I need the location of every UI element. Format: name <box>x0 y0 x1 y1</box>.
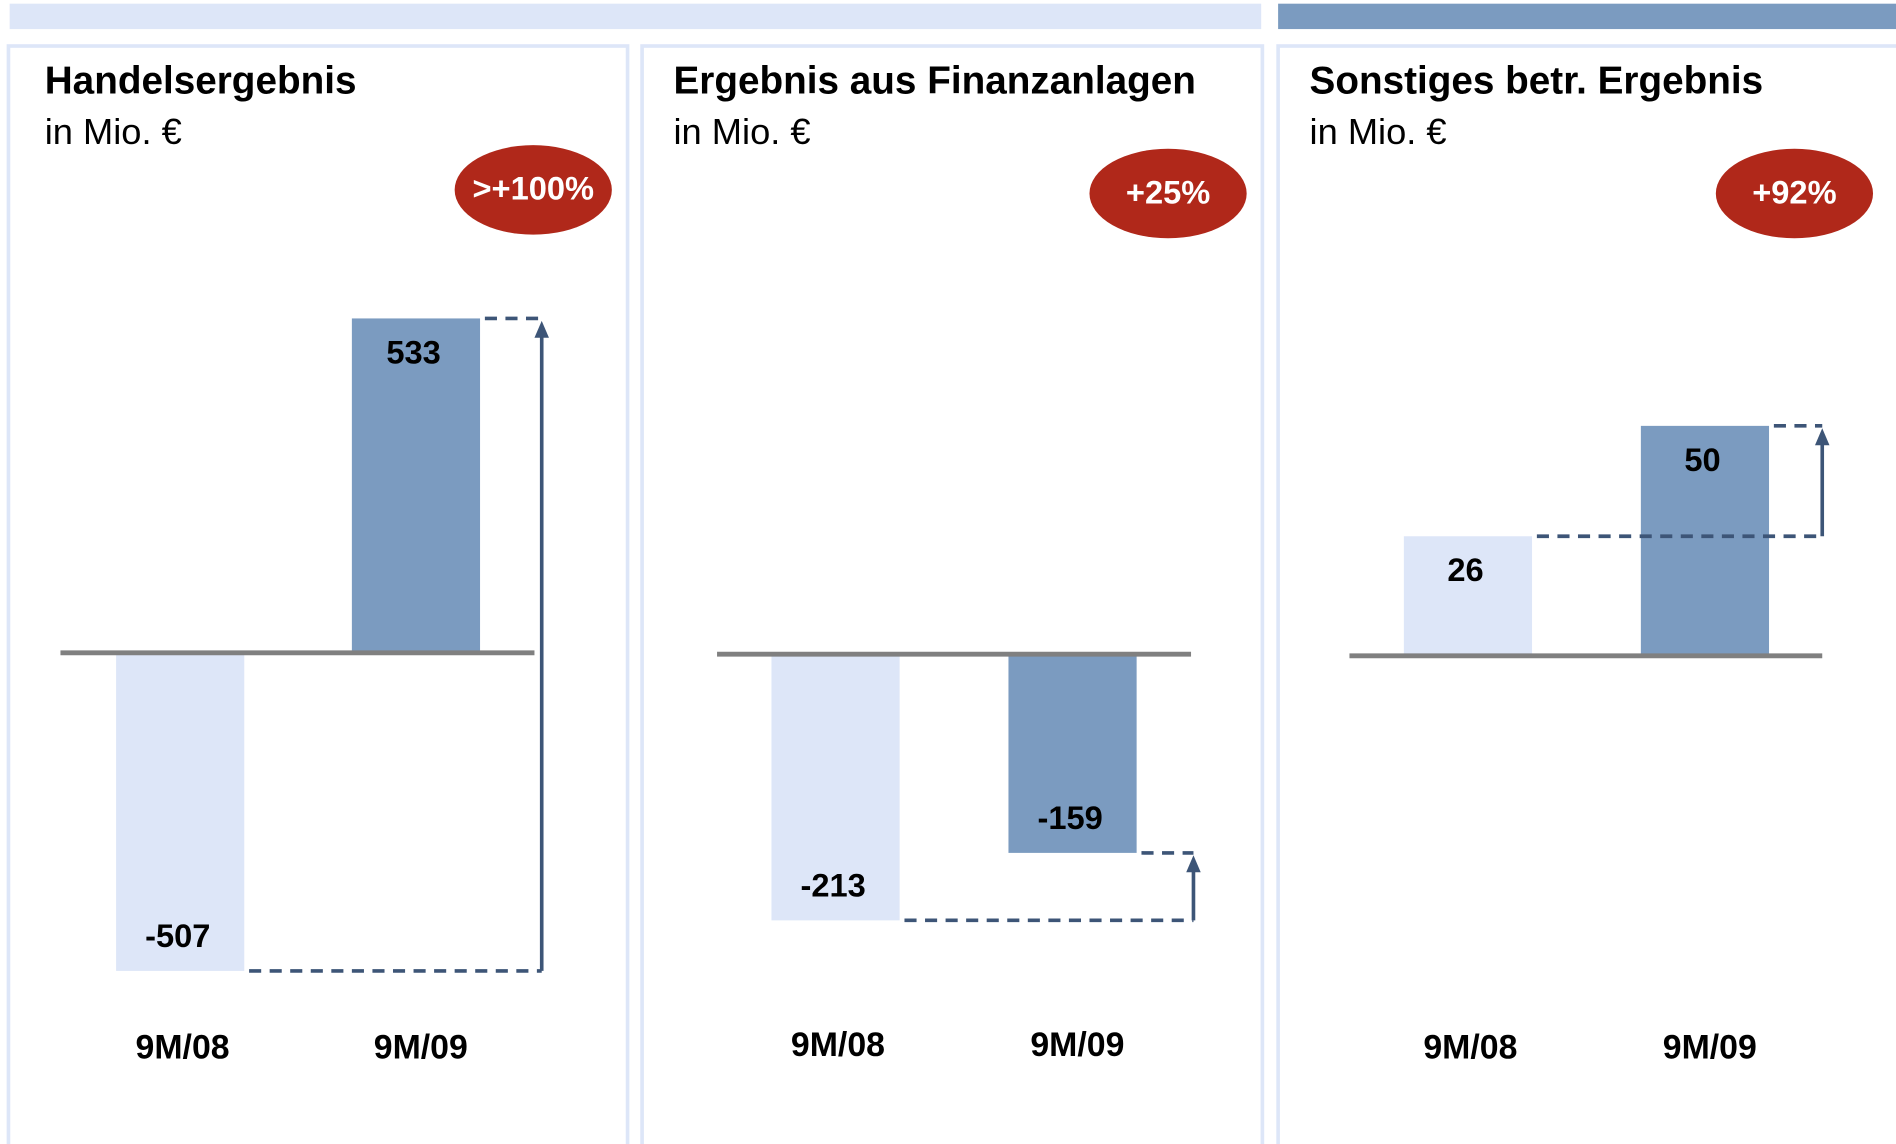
bar <box>771 654 900 921</box>
badge-label: +25% <box>1126 173 1210 210</box>
badge <box>1089 148 1247 239</box>
bar <box>351 318 481 653</box>
header-strip <box>9 3 1262 30</box>
panel-border <box>640 44 1265 1144</box>
bar <box>1640 425 1770 656</box>
value-label: -507 <box>145 917 210 954</box>
arrow-head <box>1186 855 1201 873</box>
badge-label: +92% <box>1752 173 1836 210</box>
value-label: -213 <box>800 866 865 903</box>
value-label: 533 <box>386 333 440 370</box>
value-label: -159 <box>1037 799 1102 836</box>
panel-border <box>1276 44 1896 1144</box>
panel-border <box>6 44 630 1144</box>
arrow-head <box>534 320 549 338</box>
badge <box>454 145 612 235</box>
arrow-head <box>1814 428 1830 446</box>
chart-title: Sonstiges betr. Ergebnis <box>1310 60 1764 103</box>
bar <box>1403 536 1533 656</box>
badge-label: >+100% <box>472 170 594 207</box>
x-tick-label: 9M/09 <box>1663 1029 1757 1067</box>
chart-subtitle: in Mio. € <box>1310 111 1447 152</box>
x-tick-label: 9M/09 <box>1030 1026 1124 1064</box>
value-label: 50 <box>1684 441 1720 478</box>
chart-title: Ergebnis aus Finanzanlagen <box>674 60 1196 103</box>
badge <box>1715 148 1874 239</box>
x-tick-label: 9M/09 <box>374 1029 468 1067</box>
value-label: 26 <box>1447 551 1483 588</box>
chart-subtitle: in Mio. € <box>45 111 182 152</box>
x-tick-label: 9M/08 <box>791 1026 885 1064</box>
x-tick-label: 9M/08 <box>1423 1029 1517 1067</box>
chart-subtitle: in Mio. € <box>674 111 811 152</box>
bar <box>116 652 245 971</box>
bar <box>1008 654 1137 853</box>
header-strip <box>1278 3 1896 30</box>
x-tick-label: 9M/08 <box>136 1029 230 1067</box>
chart-title: Handelsergebnis <box>45 60 357 103</box>
